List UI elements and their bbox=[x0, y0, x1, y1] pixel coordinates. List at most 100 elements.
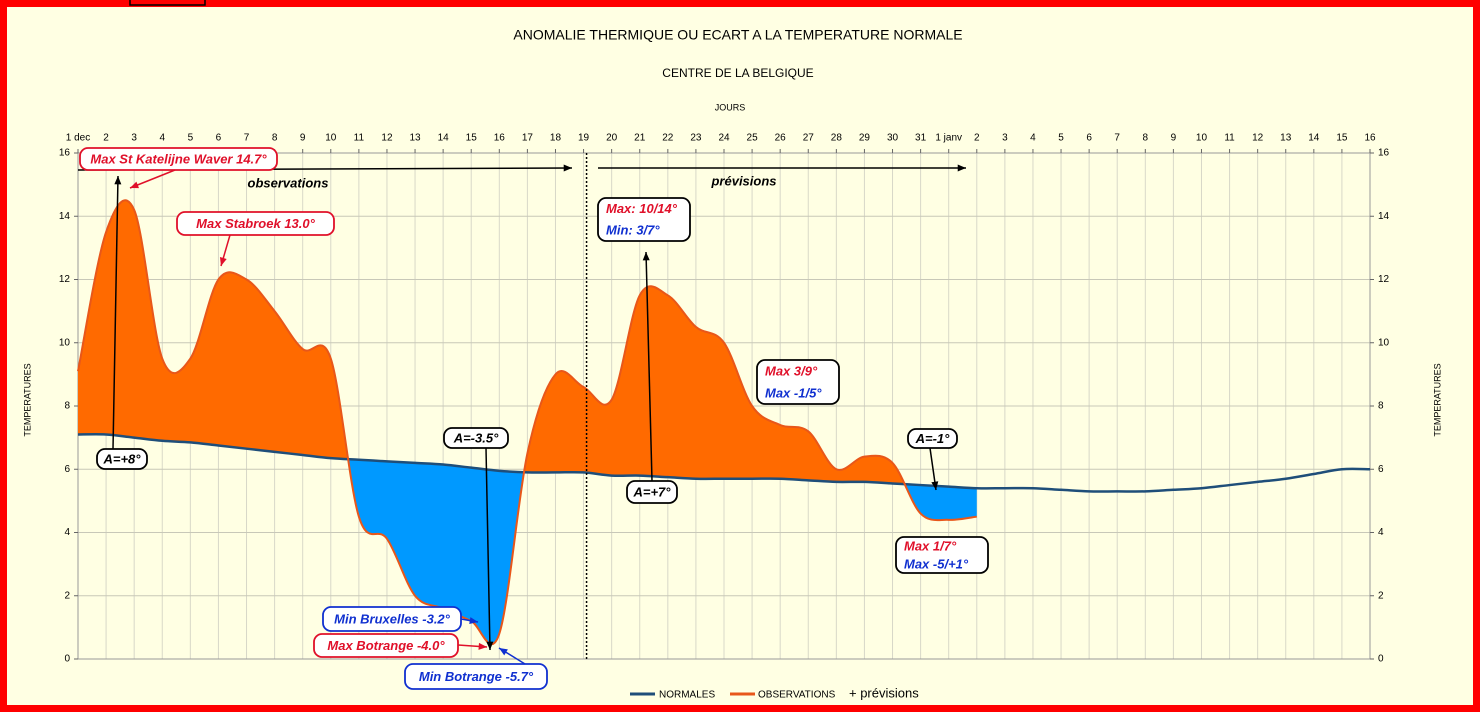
annotation-box bbox=[907, 428, 958, 449]
y2-tick-label: 12 bbox=[1378, 274, 1390, 285]
x-tick-label: 19 bbox=[578, 133, 590, 144]
arrowhead bbox=[642, 252, 650, 261]
x-tick-label: 22 bbox=[662, 133, 674, 144]
y2-axis-label: TEMPERATURES bbox=[1432, 363, 1442, 436]
annotation: Min Bruxelles -3.2° bbox=[334, 611, 451, 626]
y2-tick-label: 4 bbox=[1378, 527, 1384, 538]
x-tick-label: 6 bbox=[216, 133, 222, 144]
x-tick-label: 11 bbox=[354, 133, 365, 144]
x-tick-label: 13 bbox=[409, 133, 421, 144]
observation-line bbox=[77, 199, 977, 645]
y-tick-label: 10 bbox=[59, 337, 71, 348]
annotation-line: Min: 3/7° bbox=[606, 223, 660, 238]
x-tick-label: 7 bbox=[244, 133, 250, 144]
x-tick-label: 28 bbox=[831, 133, 843, 144]
annotation: Min Botrange -5.7° bbox=[419, 669, 534, 684]
x-tick-label: 16 bbox=[494, 133, 506, 144]
x-tick-label: 3 bbox=[1002, 133, 1008, 144]
x-tick-label: 27 bbox=[803, 133, 815, 144]
x-tick-label: 4 bbox=[159, 133, 165, 144]
x-tick-label: 20 bbox=[606, 133, 618, 144]
y-tick-label: 8 bbox=[64, 401, 70, 412]
annotation-line: Max -5/+1° bbox=[904, 556, 969, 571]
y-tick-label: 4 bbox=[64, 527, 70, 538]
annotation-box bbox=[176, 211, 335, 236]
annotation-box bbox=[404, 663, 548, 690]
annotation-line: Max: 10/14° bbox=[606, 201, 678, 216]
x-tick-label: 18 bbox=[550, 133, 562, 144]
y2-tick-label: 6 bbox=[1378, 464, 1384, 475]
annotation-line: Max 1/7° bbox=[904, 538, 957, 553]
legend-label: OBSERVATIONS bbox=[758, 690, 836, 701]
x-tick-label: 10 bbox=[325, 133, 337, 144]
arrowhead bbox=[219, 257, 227, 266]
arrowhead bbox=[114, 176, 122, 185]
y2-tick-label: 8 bbox=[1378, 401, 1384, 412]
x-tick-label: 25 bbox=[747, 133, 759, 144]
y2-tick-label: 16 bbox=[1378, 148, 1390, 159]
x-tick-label: 10 bbox=[1196, 133, 1208, 144]
y-tick-label: 6 bbox=[64, 464, 70, 475]
y-tick-label: 0 bbox=[64, 654, 70, 665]
x-axis-label: JOURS bbox=[715, 102, 746, 112]
frame-artifact bbox=[129, 0, 206, 6]
chart-subtitle: CENTRE DE LA BELGIQUE bbox=[662, 66, 813, 80]
arrowhead bbox=[478, 642, 487, 650]
x-tick-label: 12 bbox=[1252, 133, 1264, 144]
x-tick-label: 30 bbox=[887, 133, 899, 144]
arrowhead bbox=[563, 164, 572, 172]
x-tick-label: 16 bbox=[1364, 133, 1376, 144]
x-tick-label: 3 bbox=[131, 133, 137, 144]
annotation-line: Max -1/5° bbox=[765, 385, 822, 400]
x-tick-label: 5 bbox=[1058, 133, 1064, 144]
x-tick-label: 24 bbox=[718, 133, 730, 144]
x-tick-label: 8 bbox=[272, 133, 278, 144]
x-tick-label: 14 bbox=[438, 133, 450, 144]
y-axis-label: TEMPERATURES bbox=[22, 363, 32, 436]
annotation-box bbox=[443, 427, 509, 449]
x-tick-label: 6 bbox=[1086, 133, 1092, 144]
x-tick-label: 14 bbox=[1308, 133, 1320, 144]
legend-extra: + prévisions bbox=[849, 685, 919, 700]
x-tick-label: 5 bbox=[188, 133, 194, 144]
y-tick-label: 14 bbox=[59, 211, 71, 222]
normal-line bbox=[77, 432, 1371, 493]
arrow bbox=[485, 447, 491, 651]
legend-label: NORMALES bbox=[659, 690, 715, 701]
y-tick-label: 16 bbox=[59, 148, 71, 159]
x-tick-label: 13 bbox=[1280, 133, 1292, 144]
y-tick-label: 12 bbox=[59, 274, 71, 285]
y2-tick-label: 14 bbox=[1378, 211, 1390, 222]
x-tick-label: 9 bbox=[300, 133, 306, 144]
x-tick-label: 15 bbox=[466, 133, 478, 144]
x-tick-label: 17 bbox=[522, 133, 534, 144]
y2-tick-label: 0 bbox=[1378, 654, 1384, 665]
annotation-box bbox=[96, 448, 148, 470]
x-tick-label: 4 bbox=[1030, 133, 1036, 144]
arrowhead bbox=[957, 164, 966, 172]
x-tick-label: 31 bbox=[915, 133, 927, 144]
arrowhead bbox=[499, 648, 508, 656]
annotation: A=-1° bbox=[915, 431, 951, 446]
x-tick-label: 12 bbox=[381, 133, 393, 144]
x-tick-label: 9 bbox=[1171, 133, 1177, 144]
arrowhead bbox=[130, 181, 139, 189]
annotation-box bbox=[895, 536, 989, 574]
annotation: A=-3.5° bbox=[453, 430, 499, 445]
x-tick-label: 26 bbox=[775, 133, 787, 144]
arrowhead bbox=[931, 481, 939, 490]
y-tick-label: 2 bbox=[64, 590, 70, 601]
annotation: Max Stabroek 13.0° bbox=[196, 216, 315, 231]
annotation: A=+7° bbox=[632, 484, 671, 499]
x-tick-label: 21 bbox=[634, 133, 646, 144]
x-tick-label: 8 bbox=[1143, 133, 1149, 144]
annotation: Max St Katelijne Waver 14.7° bbox=[90, 151, 267, 166]
x-tick-label: 1 janv bbox=[935, 133, 962, 144]
annotation: observations bbox=[248, 175, 329, 190]
annotation: Max Botrange -4.0° bbox=[327, 638, 445, 653]
annotation-box bbox=[756, 359, 840, 405]
x-tick-label: 1 dec bbox=[66, 133, 90, 144]
chart-title: ANOMALIE THERMIQUE OU ECART A LA TEMPERA… bbox=[513, 27, 962, 43]
